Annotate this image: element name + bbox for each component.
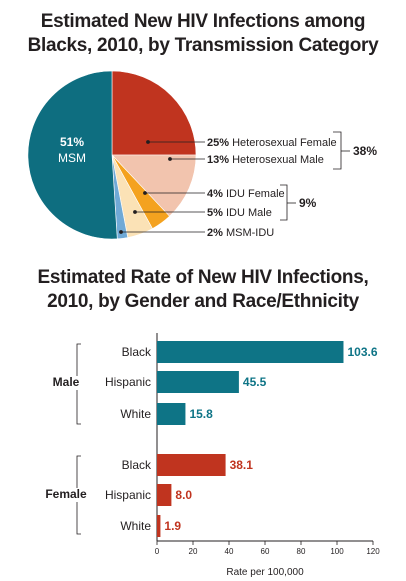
- bar-male-white: [157, 403, 186, 425]
- bar-female-white: [157, 515, 161, 537]
- slice-label-msm-idu: 2% MSM-IDU: [207, 227, 274, 239]
- bar-value-label: 1.9: [164, 519, 181, 533]
- bracket-label-heterosexual: 38%: [353, 144, 377, 158]
- bar-value-label: 15.8: [189, 407, 213, 421]
- group-label-male: Male: [53, 375, 80, 389]
- group-bracket-male: [76, 343, 81, 425]
- leader-dot-idu-female: [143, 191, 147, 195]
- x-tick-label: 60: [261, 547, 270, 556]
- group-bracket-female: [76, 455, 81, 535]
- pie-chart-title-line-1: Estimated New HIV Infections among: [40, 11, 366, 32]
- slice-label-hetero-male: 13% Heterosexual Male: [207, 154, 324, 166]
- group-label-female: Female: [45, 487, 87, 501]
- pie-chart: 51% MSM 25% Heterosexual Female 13% Hete…: [27, 70, 377, 240]
- pie-chart-title-line-2: Blacks, 2010, by Transmission Category: [27, 35, 379, 56]
- category-label: Black: [122, 458, 152, 472]
- leader-dot-hetero-male: [168, 157, 172, 161]
- bar-axis: 0 20 40 60 80 100 120: [155, 333, 380, 556]
- leader-lines: [119, 131, 350, 234]
- x-tick-label: 20: [189, 547, 198, 556]
- pie-slice-heterosexual-female: [111, 70, 197, 156]
- pie-slice-heterosexual-male: [111, 154, 197, 217]
- category-label: Black: [122, 345, 152, 359]
- x-tick-label: 120: [366, 547, 380, 556]
- bar-value-label: 38.1: [230, 458, 254, 472]
- bar-value-label: 103.6: [347, 345, 377, 359]
- bar-marks: Male Black 103.6 Hispanic 45.5 White 15.8 Femal…: [44, 341, 378, 537]
- bar-chart-title-line-1: Estimated Rate of New HIV Infections,: [37, 267, 369, 288]
- slice-label-hetero-female: 25% Heterosexual Female: [207, 137, 337, 149]
- leader-dot-hetero-female: [146, 140, 150, 144]
- bar-male-black: [157, 341, 344, 363]
- slice-label-idu-female: 4% IDU Female: [207, 188, 285, 200]
- slice-label-msm-pct: 51%: [60, 135, 84, 149]
- x-axis-label: Rate per 100,000: [226, 567, 304, 578]
- category-label: Hispanic: [105, 375, 151, 389]
- category-label: White: [120, 407, 151, 421]
- leader-dot-idu-male: [133, 210, 137, 214]
- slice-label-msm-name: MSM: [58, 151, 86, 165]
- bar-chart-title-line-2: 2010, by Gender and Race/Ethnicity: [47, 291, 359, 312]
- group-label-bg: [44, 376, 84, 390]
- bracket-heterosexual: [333, 131, 342, 170]
- bar-value-label: 8.0: [175, 488, 192, 502]
- x-tick-label: 40: [225, 547, 234, 556]
- bracket-idu: [280, 184, 288, 221]
- pie-slices: [27, 70, 197, 240]
- group-label-bg: [44, 488, 84, 502]
- category-label: Hispanic: [105, 488, 151, 502]
- category-label: White: [120, 519, 151, 533]
- x-tick-label: 100: [330, 547, 344, 556]
- bar-female-hispanic: [157, 484, 172, 506]
- x-tick-label: 0: [155, 547, 160, 556]
- bar-female-black: [157, 454, 226, 476]
- bar-value-label: 45.5: [243, 375, 267, 389]
- x-tick-label: 80: [297, 547, 306, 556]
- pie-slice-msm: [27, 70, 118, 240]
- bar-male-hispanic: [157, 371, 239, 393]
- slice-label-idu-male: 5% IDU Male: [207, 207, 272, 219]
- leader-dot-msm-idu: [119, 230, 123, 234]
- bracket-label-idu: 9%: [299, 196, 317, 210]
